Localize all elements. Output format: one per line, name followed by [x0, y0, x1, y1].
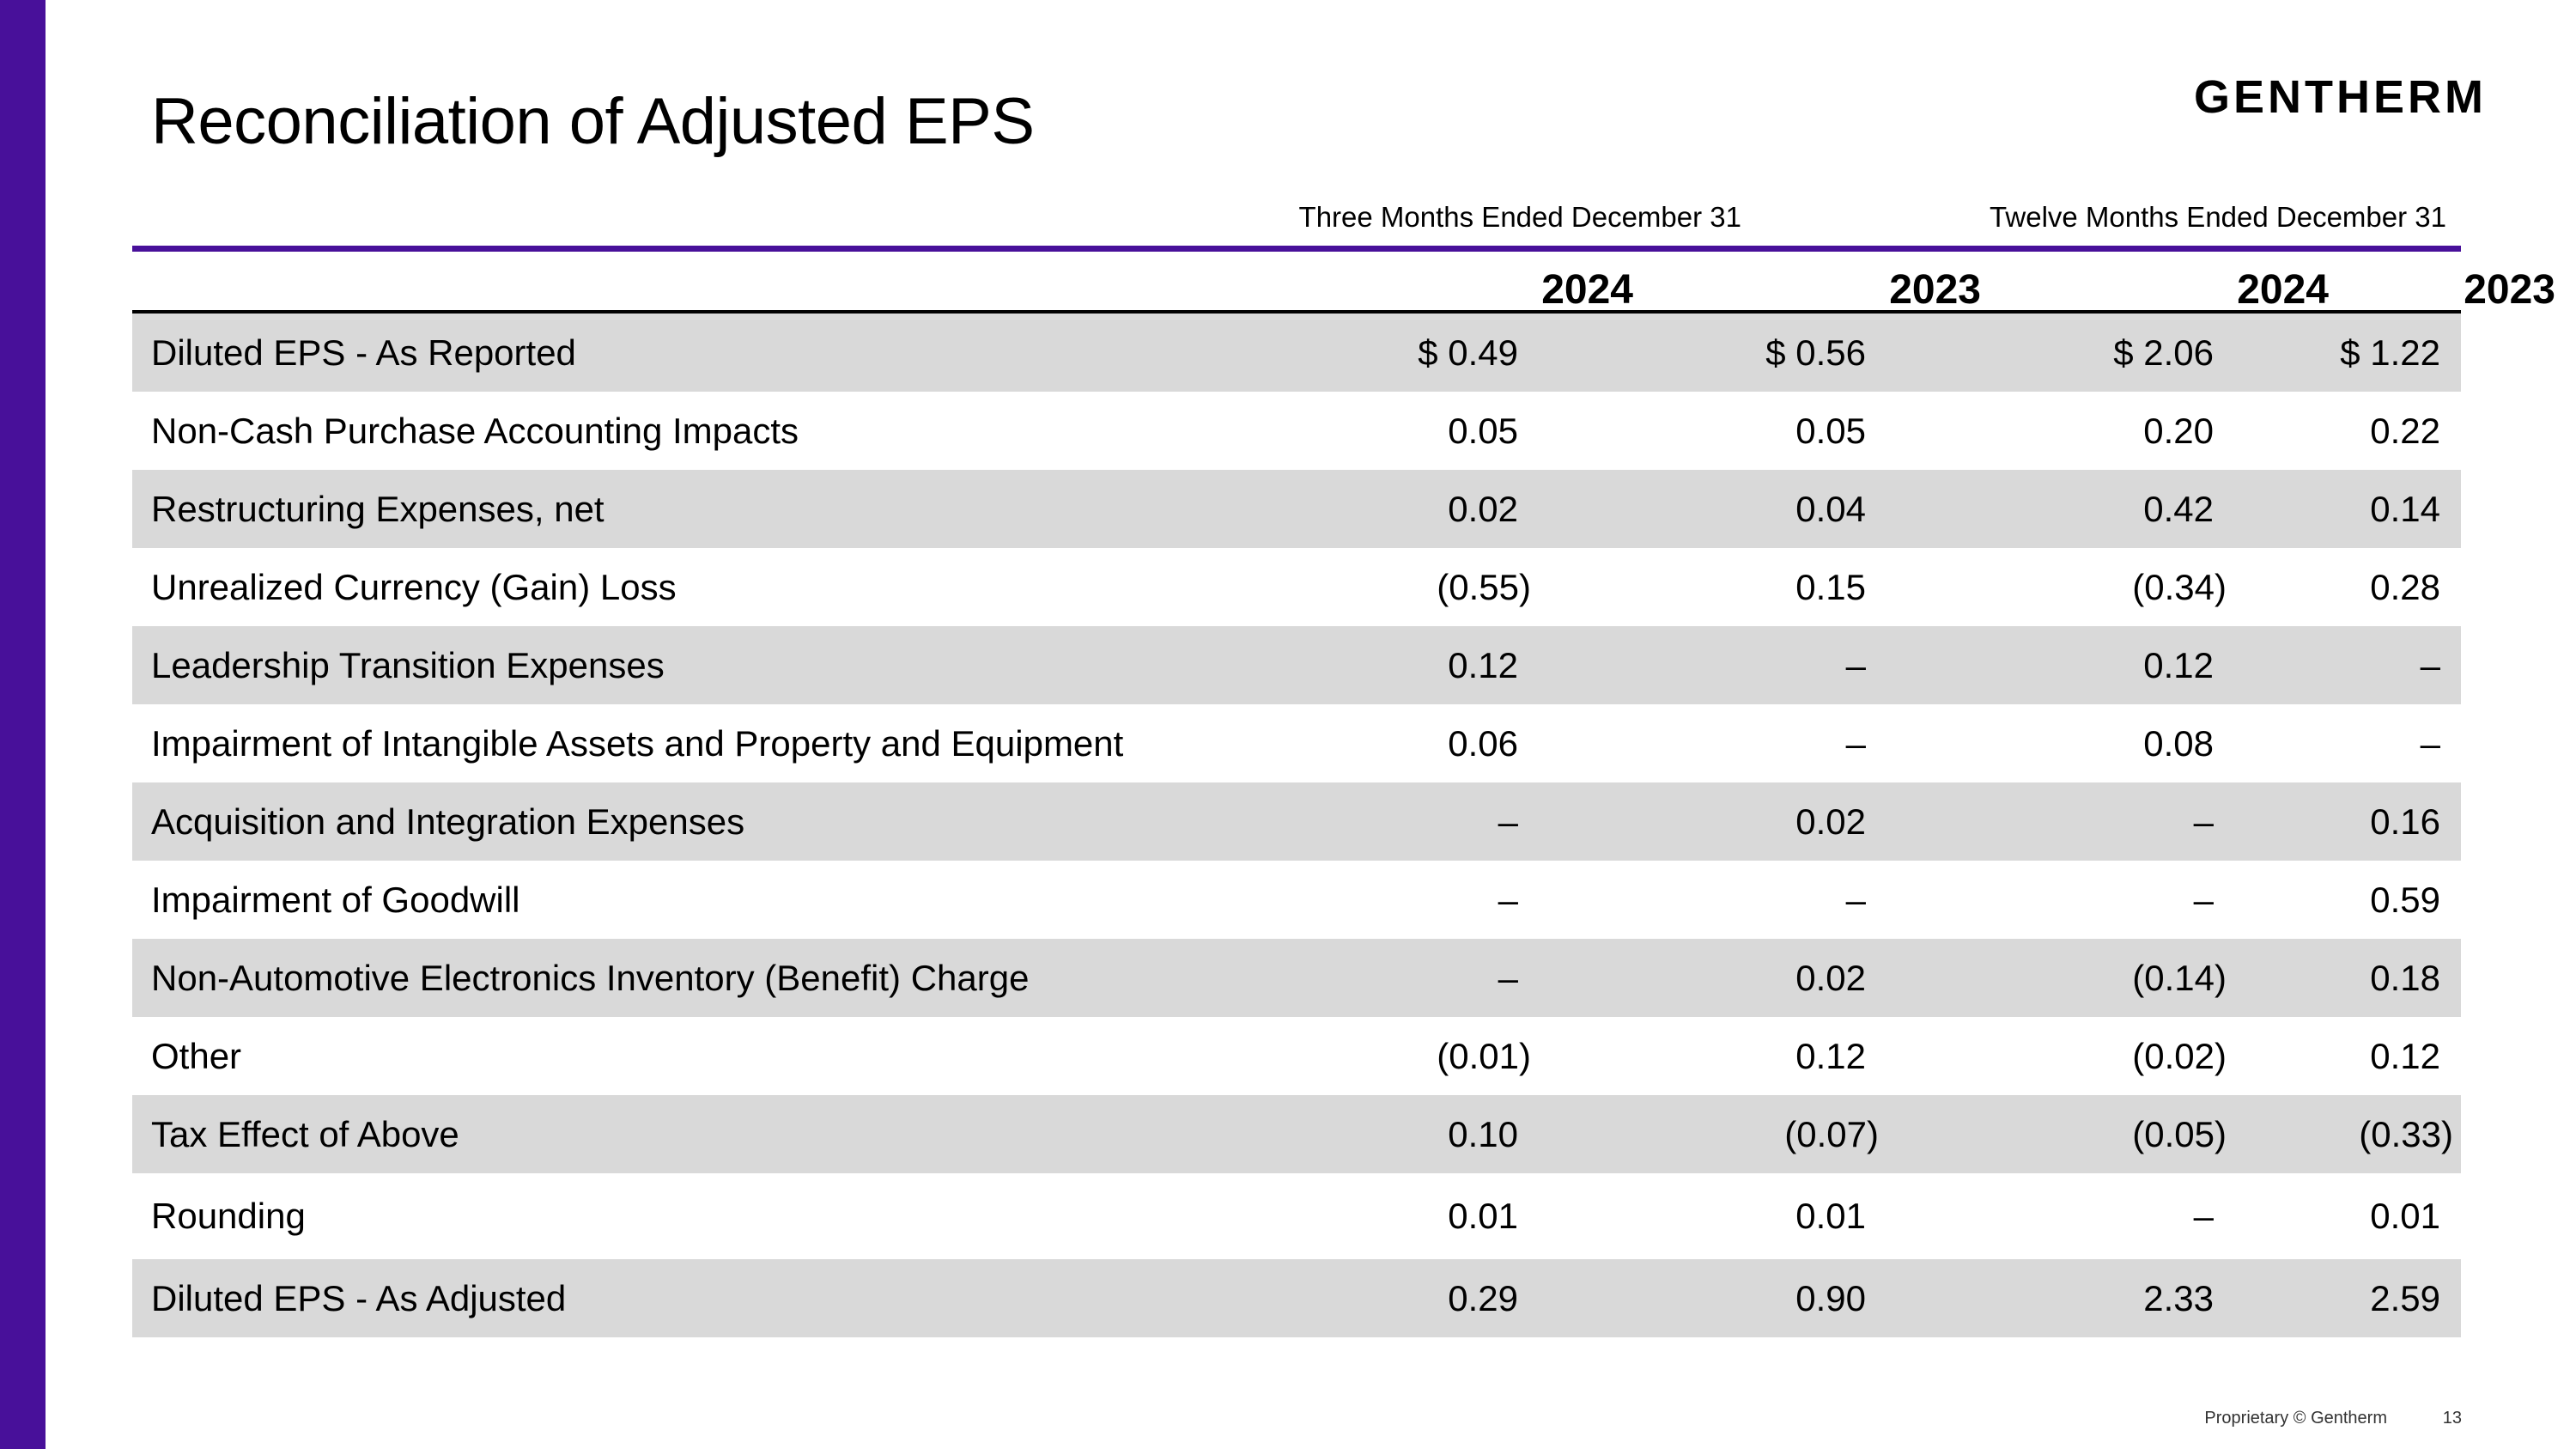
row-value: 0.08 [2143, 722, 2214, 764]
row-value: – [2193, 1196, 2214, 1236]
row-label: Diluted EPS - As Adjusted [151, 1277, 567, 1318]
row-value: 0.20 [2143, 410, 2214, 451]
row-value: – [1498, 957, 1518, 998]
row-value: 0.01 [1448, 1196, 1518, 1236]
row-label: Impairment of Goodwill [151, 879, 520, 920]
year-header-y-2024: 2024 [2237, 267, 2329, 313]
row-value: 0.12 [2143, 644, 2214, 685]
row-value: – [1845, 879, 1866, 920]
row-value: 0.15 [1795, 566, 1866, 607]
footer-copyright: Proprietary © Gentherm [2204, 1409, 2387, 1428]
row-value: 2.33 [2143, 1277, 2214, 1318]
row-value: 0.12 [1448, 644, 1518, 685]
table-row: Rounding 0.01 0.01 – 0.01 [132, 1173, 2461, 1259]
row-value: 0.42 [2143, 488, 2214, 529]
table-row: Impairment of Intangible Assets and Prop… [132, 704, 2461, 782]
row-value: 0.22 [2370, 410, 2440, 451]
row-value: 0.04 [1795, 488, 1866, 529]
row-label: Tax Effect of Above [151, 1113, 459, 1154]
row-label: Non-Automotive Electronics Inventory (Be… [151, 957, 1030, 998]
row-value: (0.33) [2359, 1113, 2453, 1154]
table-row: Restructuring Expenses, net 0.02 0.04 0.42 0… [132, 470, 2461, 548]
row-value: – [1498, 879, 1518, 920]
row-label: Impairment of Intangible Assets and Prop… [151, 722, 1124, 764]
row-value: 0.01 [2370, 1196, 2440, 1236]
row-label: Diluted EPS - As Reported [151, 332, 576, 373]
row-label: Non-Cash Purchase Accounting Impacts [151, 410, 799, 451]
table-row: Diluted EPS - As Adjusted 0.29 0.90 2.33 2.5… [132, 1259, 2461, 1337]
row-value: 0.02 [1448, 488, 1518, 529]
accent-side-bar [0, 0, 46, 1449]
row-value: 2.59 [2370, 1277, 2440, 1318]
table-row: Acquisition and Integration Expenses – 0.0… [132, 782, 2461, 861]
row-value: 0.16 [2370, 801, 2440, 842]
row-value: 0.59 [2370, 879, 2440, 920]
row-value: (0.02) [2132, 1035, 2227, 1076]
row-value: 0.10 [1448, 1113, 1518, 1154]
row-value: 0.02 [1795, 957, 1866, 998]
row-value: 0.29 [1448, 1277, 1518, 1318]
row-value: – [2420, 722, 2440, 764]
row-label: Leadership Transition Expenses [151, 644, 665, 685]
row-value: – [1845, 644, 1866, 685]
page-title: Reconciliation of Adjusted EPS [151, 85, 1035, 158]
row-value: – [2193, 879, 2214, 920]
gentherm-logo: GENTHERM [2194, 71, 2487, 123]
row-value: – [1845, 722, 1866, 764]
period-header-three-months: Three Months Ended December 31 [1298, 201, 1741, 233]
row-value: (0.34) [2132, 566, 2227, 607]
table-row: Unrealized Currency (Gain) Loss (0.55) 0.1… [132, 548, 2461, 626]
year-header-q-2024: 2024 [1541, 267, 1633, 313]
row-value: 0.18 [2370, 957, 2440, 998]
row-value: – [2193, 801, 2214, 842]
table-row: Non-Cash Purchase Accounting Impacts 0.05… [132, 392, 2461, 470]
row-value: 0.12 [1795, 1035, 1866, 1076]
table-row: Other (0.01) 0.12 (0.02) 0.12 [132, 1017, 2461, 1095]
table-row: Non-Automotive Electronics Inventory (Be… [132, 939, 2461, 1017]
row-value: $ 0.49 [1418, 332, 1518, 373]
header-divider-black [132, 310, 2461, 314]
row-label: Rounding [151, 1196, 306, 1236]
page-number: 13 [2442, 1409, 2462, 1428]
table-row: Leadership Transition Expenses 0.12 – 0.12 – [132, 626, 2461, 704]
row-label: Restructuring Expenses, net [151, 488, 605, 529]
row-value: (0.14) [2132, 957, 2227, 998]
row-value: (0.05) [2132, 1113, 2227, 1154]
row-label: Other [151, 1035, 242, 1076]
table-row: Tax Effect of Above 0.10 (0.07) (0.05) (0.33… [132, 1095, 2461, 1173]
row-value: 0.28 [2370, 566, 2440, 607]
row-value: $ 1.22 [2340, 332, 2440, 373]
year-header-y-2023: 2023 [2464, 267, 2555, 313]
table-row: Diluted EPS - As Reported $ 0.49 $ 0.56 $ 2… [132, 314, 2461, 392]
row-value: 0.14 [2370, 488, 2440, 529]
year-header-q-2023: 2023 [1889, 267, 1981, 313]
row-value: 0.05 [1448, 410, 1518, 451]
row-value: 0.90 [1795, 1277, 1866, 1318]
row-value: 0.12 [2370, 1035, 2440, 1076]
row-label: Acquisition and Integration Expenses [151, 801, 745, 842]
row-value: (0.55) [1437, 566, 1531, 607]
row-value: $ 2.06 [2113, 332, 2214, 373]
row-label: Unrealized Currency (Gain) Loss [151, 566, 677, 607]
header-divider-purple [132, 246, 2461, 252]
row-value: 0.02 [1795, 801, 1866, 842]
eps-reconciliation-table: Diluted EPS - As Reported $ 0.49 $ 0.56 $ 2… [132, 314, 2461, 1337]
row-value: (0.01) [1437, 1035, 1531, 1076]
table-row: Impairment of Goodwill – – – 0.59 [132, 861, 2461, 939]
row-value: – [1498, 801, 1518, 842]
period-header-twelve-months: Twelve Months Ended December 31 [1990, 201, 2446, 233]
row-value: $ 0.56 [1765, 332, 1866, 373]
row-value: 0.06 [1448, 722, 1518, 764]
row-value: 0.05 [1795, 410, 1866, 451]
row-value: (0.07) [1784, 1113, 1879, 1154]
row-value: 0.01 [1795, 1196, 1866, 1236]
row-value: – [2420, 644, 2440, 685]
